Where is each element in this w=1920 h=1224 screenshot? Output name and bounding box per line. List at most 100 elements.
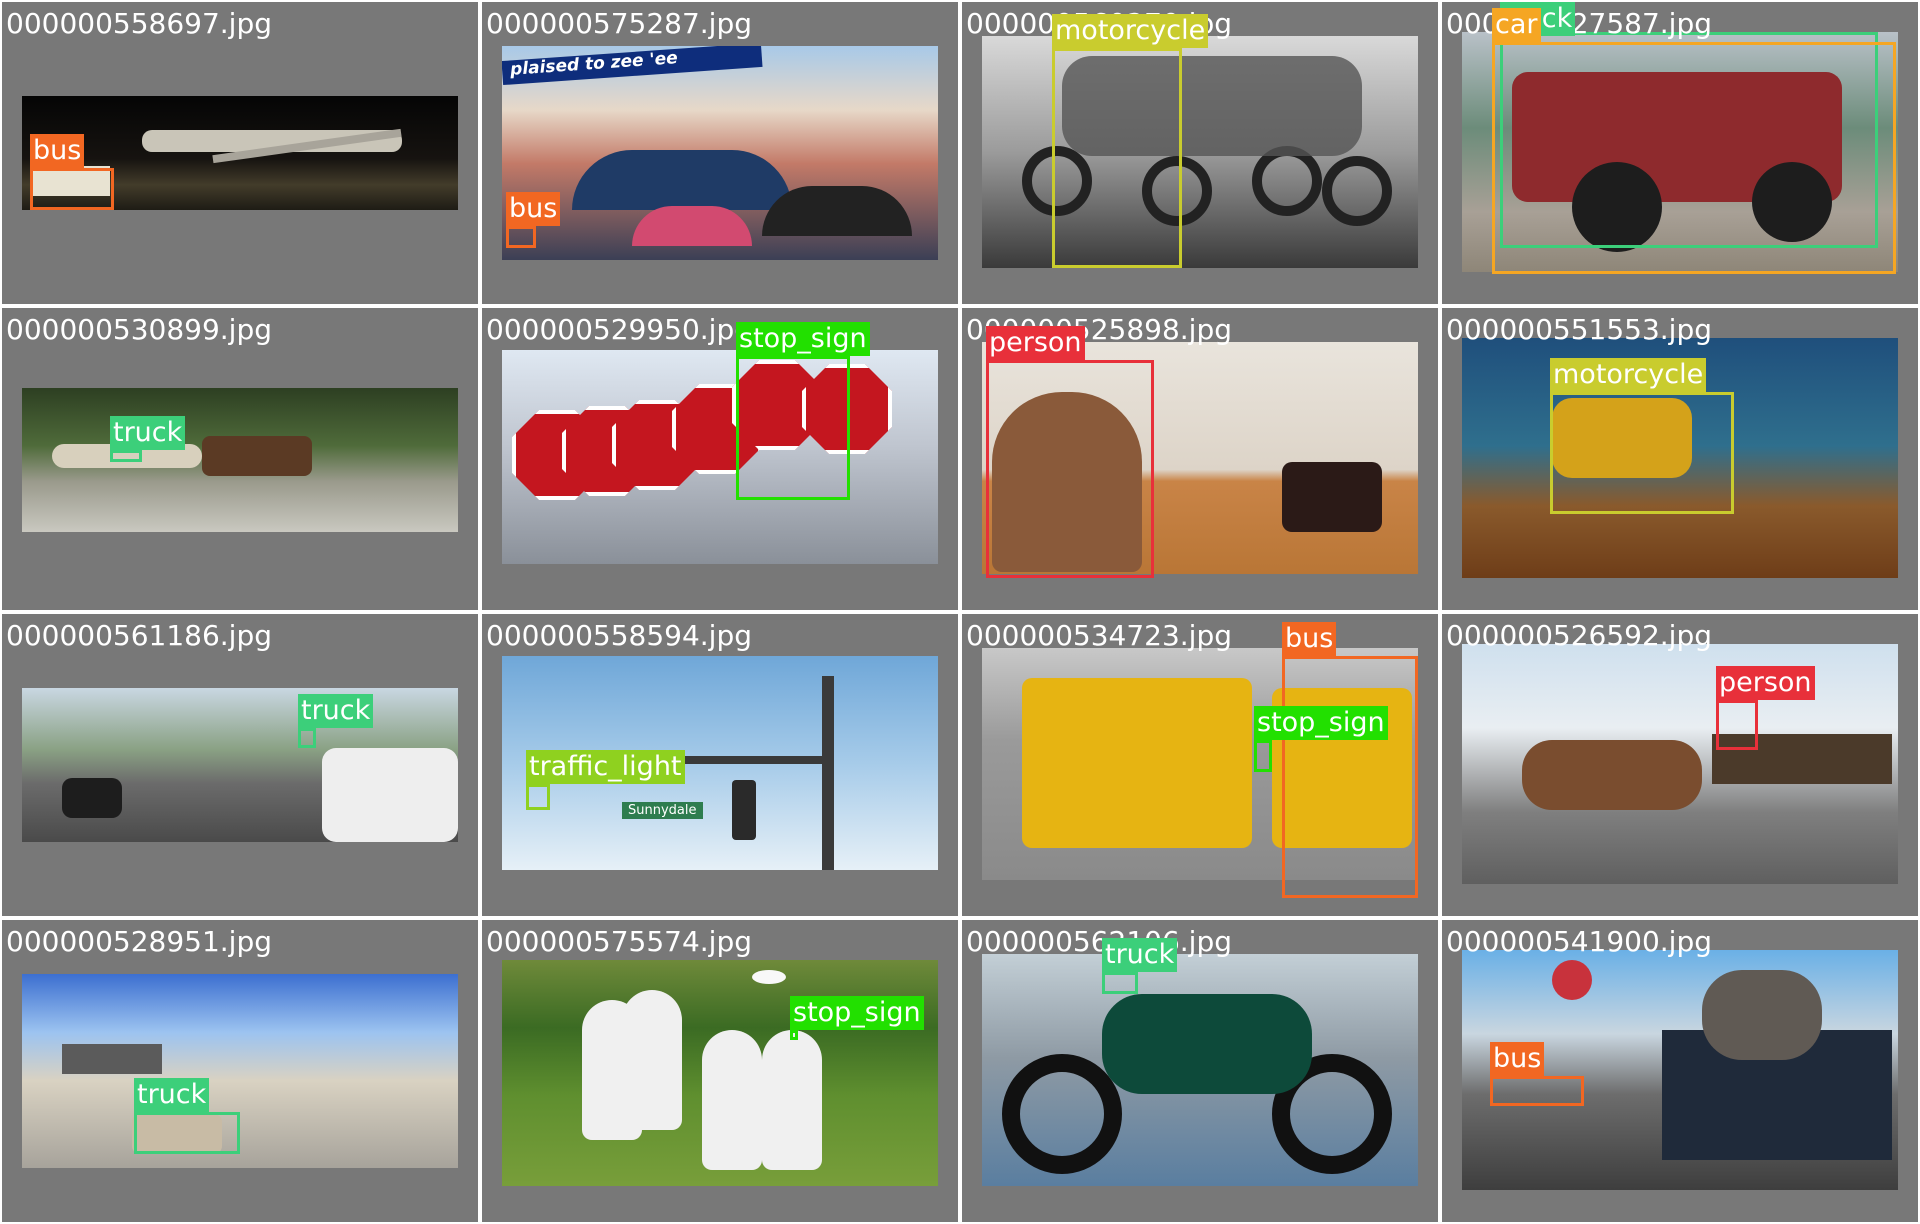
bounding-box-stop_sign bbox=[790, 1030, 798, 1040]
bounding-box-motorcycle bbox=[1550, 392, 1734, 514]
photo-police-motorcycles bbox=[982, 36, 1418, 268]
photo-stop-signs bbox=[502, 350, 938, 564]
class-label-truck: truck bbox=[134, 1078, 210, 1112]
umbrella bbox=[632, 206, 752, 246]
class-label-car: car bbox=[1492, 8, 1541, 42]
image-tile[interactable]: 000000529950.jpg stop_sign bbox=[482, 308, 958, 610]
filename-label: 000000561186.jpg bbox=[6, 619, 272, 652]
filename-label: 000000530899.jpg bbox=[6, 313, 272, 346]
filename-label: 000000526592.jpg bbox=[1446, 619, 1712, 652]
filename-label: 000000558697.jpg bbox=[6, 7, 272, 40]
class-label-stop_sign: stop_sign bbox=[1254, 706, 1388, 740]
photo-parking-lot bbox=[22, 974, 458, 1168]
round-sign bbox=[1552, 960, 1592, 1000]
wheel bbox=[1752, 162, 1832, 242]
class-label-traffic_light: traffic_light bbox=[526, 750, 685, 784]
image-tile[interactable]: Sunnydale 000000558594.jpg traffic_light bbox=[482, 614, 958, 916]
photo-street-umbrellas: plaised to zee 'ee bbox=[502, 46, 938, 260]
pickup-truck bbox=[132, 1114, 222, 1154]
scooter bbox=[62, 778, 122, 818]
class-label-bus: bus bbox=[30, 134, 85, 168]
child bbox=[992, 392, 1142, 572]
signal-arm bbox=[552, 756, 822, 764]
bounding-box-truck bbox=[110, 450, 142, 462]
class-label-truck: truck bbox=[298, 694, 374, 728]
image-tile[interactable]: 000000551553.jpg motorcycle bbox=[1442, 308, 1918, 610]
street-name-sign: Sunnydale bbox=[622, 802, 703, 819]
bounding-box-truck bbox=[1500, 32, 1878, 248]
riders bbox=[1062, 56, 1362, 156]
image-tile[interactable]: 000000525898.jpg person bbox=[962, 308, 1438, 610]
bounding-box-truck bbox=[1102, 972, 1138, 994]
photo-child-cake bbox=[982, 342, 1418, 574]
horses bbox=[202, 436, 312, 476]
bounding-box-stop_sign bbox=[736, 356, 850, 500]
bounding-box-bus bbox=[1490, 1076, 1584, 1106]
bounding-box-motorcycle bbox=[1052, 48, 1182, 268]
photo-mule-wagon bbox=[1462, 644, 1898, 884]
image-tile[interactable]: 000000558697.jpg bus bbox=[2, 2, 478, 304]
filename-label: 000000534723.jpg bbox=[966, 619, 1232, 652]
image-tile[interactable]: 000000561186.jpg truck bbox=[2, 614, 478, 916]
filename-label: 000000575574.jpg bbox=[486, 925, 752, 958]
umbrella bbox=[762, 186, 912, 236]
photo-ducati bbox=[982, 954, 1418, 1186]
wheel bbox=[1322, 156, 1392, 226]
player bbox=[762, 1030, 822, 1170]
mules bbox=[1522, 740, 1702, 810]
wagon bbox=[1712, 734, 1892, 784]
bounding-box-bus bbox=[1282, 656, 1418, 898]
photo-forest-road-animals bbox=[22, 388, 458, 532]
filename-label: 000000558594.jpg bbox=[486, 619, 752, 652]
wheel bbox=[1142, 156, 1212, 226]
bounding-box-car bbox=[1492, 42, 1896, 274]
image-tile[interactable]: 000000541900.jpg bus bbox=[1442, 920, 1918, 1222]
class-label-truck: truck bbox=[110, 416, 186, 450]
player bbox=[702, 1030, 762, 1170]
bounding-box-traffic_light bbox=[526, 784, 550, 810]
motorcycle-body bbox=[1102, 994, 1312, 1094]
bus-shape bbox=[30, 166, 110, 196]
filename-label: 000000527587.jpg bbox=[1446, 7, 1712, 40]
class-label-motorcycle: motorcycle bbox=[1550, 358, 1707, 392]
wheel bbox=[1022, 146, 1092, 216]
image-tile[interactable]: 000000534723.jpg bus stop_sign bbox=[962, 614, 1438, 916]
image-tile[interactable]: 000000527587.jpgtruckcar bbox=[1442, 2, 1918, 304]
image-tile[interactable]: plaised to zee 'ee 000000575287.jpg bus bbox=[482, 2, 958, 304]
photo-street-scooters bbox=[22, 688, 458, 842]
bounding-box-truck bbox=[298, 728, 316, 748]
class-label-truck: truck bbox=[1102, 938, 1178, 972]
photo-frisbee bbox=[502, 960, 938, 1186]
umbrella bbox=[572, 150, 792, 210]
class-label-stop_sign: stop_sign bbox=[790, 996, 924, 1030]
bounding-box-bus bbox=[506, 226, 536, 248]
player bbox=[622, 990, 682, 1130]
filename-label: 000000551553.jpg bbox=[1446, 313, 1712, 346]
filename-label: 000000541900.jpg bbox=[1446, 925, 1712, 958]
image-tile[interactable]: 000000530899.jpg truck bbox=[2, 308, 478, 610]
class-label-person: person bbox=[986, 326, 1085, 360]
filename-label: 000000529950.jpg bbox=[486, 313, 752, 346]
class-label-bus: bus bbox=[1490, 1042, 1545, 1076]
image-tile[interactable]: 000000528951.jpg truck bbox=[2, 920, 478, 1222]
filename-label: 000000575287.jpg bbox=[486, 7, 752, 40]
elephant bbox=[1702, 970, 1822, 1060]
filename-label: 000000562106.jpg bbox=[966, 925, 1232, 958]
signal-pole bbox=[822, 676, 834, 870]
class-label-bus: bus bbox=[506, 192, 561, 226]
bounding-box-bus bbox=[30, 168, 114, 210]
bounding-box-truck bbox=[134, 1112, 240, 1154]
bounding-box-person bbox=[1716, 700, 1758, 750]
image-tile[interactable]: 000000562106.jpg truck bbox=[962, 920, 1438, 1222]
image-tile[interactable]: 000000575574.jpg stop_sign bbox=[482, 920, 958, 1222]
class-label-person: person bbox=[1716, 666, 1815, 700]
class-label-motorcycle: motorcycle bbox=[1052, 14, 1209, 48]
wheel bbox=[1002, 1054, 1122, 1174]
class-label-bus: bus bbox=[1282, 622, 1337, 656]
white-van bbox=[322, 748, 458, 842]
airplane-fuselage bbox=[142, 130, 402, 152]
image-tile[interactable]: 000000526592.jpg person bbox=[1442, 614, 1918, 916]
wheel bbox=[1572, 162, 1662, 252]
